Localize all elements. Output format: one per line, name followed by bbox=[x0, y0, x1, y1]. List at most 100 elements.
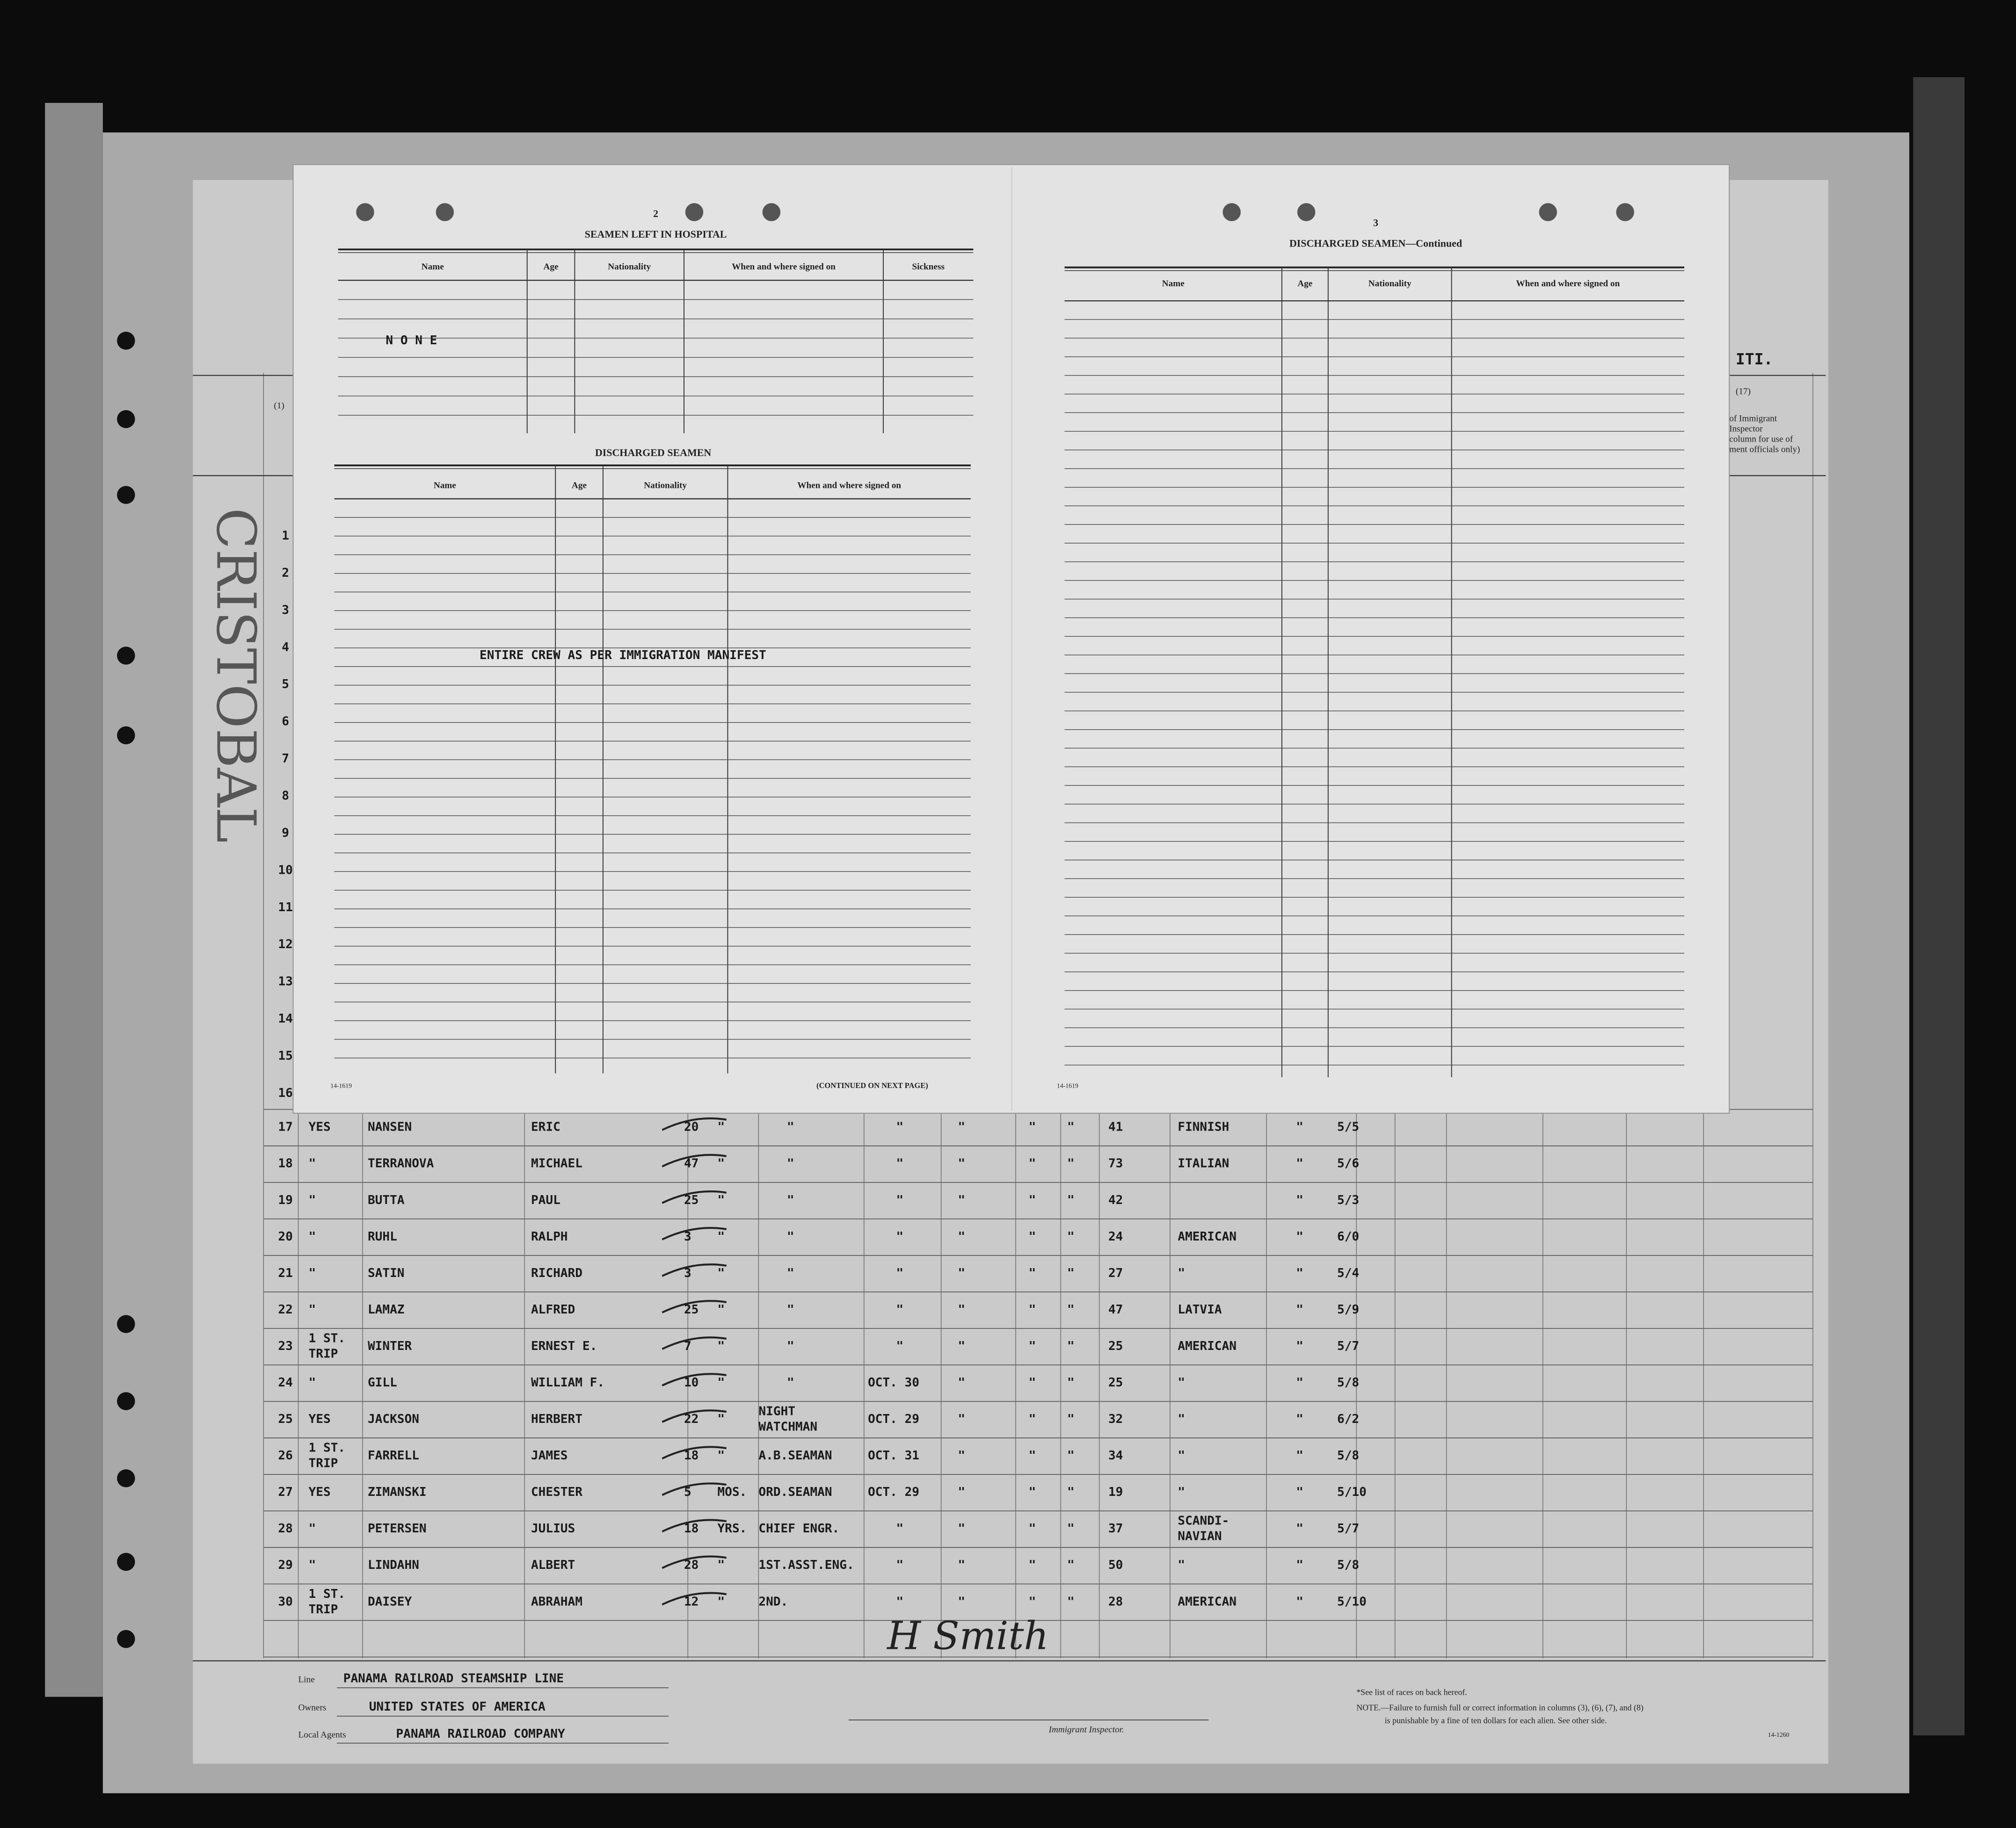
cell: " bbox=[1028, 1266, 1036, 1280]
row-number: 11 bbox=[278, 900, 292, 914]
cell: 73 bbox=[1108, 1157, 1123, 1171]
cell: " bbox=[896, 1339, 903, 1353]
cell: " bbox=[1296, 1339, 1303, 1353]
check-mark bbox=[662, 1446, 727, 1459]
cell: 29 bbox=[278, 1558, 292, 1572]
cell: " bbox=[717, 1266, 725, 1280]
row-number: 9 bbox=[282, 826, 289, 840]
cell: " bbox=[896, 1120, 903, 1134]
cell: 12 bbox=[684, 1595, 699, 1609]
cell: " bbox=[1028, 1558, 1036, 1572]
punch-hole bbox=[117, 410, 135, 428]
page-number: 3 bbox=[1373, 217, 1378, 228]
section-title: SEAMEN LEFT IN HOSPITAL bbox=[585, 228, 727, 240]
cell: 21 bbox=[278, 1266, 292, 1280]
cell: 5/4 bbox=[1337, 1266, 1359, 1280]
cell: " bbox=[717, 1230, 725, 1244]
cell: " bbox=[717, 1449, 725, 1463]
section-title: DISCHARGED SEAMEN bbox=[595, 447, 712, 458]
cell: " bbox=[896, 1193, 903, 1207]
cell: 1 ST. bbox=[309, 1331, 346, 1345]
punch-hole bbox=[762, 203, 781, 221]
port-fragment: ITI. bbox=[1736, 350, 1773, 368]
binder-edge bbox=[1913, 77, 1965, 1736]
cell: " bbox=[896, 1266, 903, 1280]
cell: " bbox=[1296, 1412, 1303, 1426]
cell: " bbox=[1296, 1595, 1303, 1609]
row-number: 10 bbox=[278, 863, 292, 877]
cell: 1 ST. bbox=[309, 1587, 346, 1601]
column-header: Name bbox=[422, 262, 444, 272]
cell: ERIC bbox=[531, 1120, 560, 1134]
cell: 5/6 bbox=[1337, 1157, 1359, 1171]
inspector-label: Immigrant Inspector. bbox=[1048, 1725, 1124, 1734]
cell: ZIMANSKI bbox=[368, 1485, 427, 1499]
cell: LINDAHN bbox=[368, 1558, 419, 1572]
cell: 17 bbox=[278, 1120, 292, 1134]
cell: RUHL bbox=[368, 1230, 397, 1244]
cell: " bbox=[1067, 1230, 1075, 1244]
footer-label: Line bbox=[298, 1675, 315, 1684]
cell: " bbox=[1028, 1193, 1036, 1207]
cell: BUTTA bbox=[368, 1193, 405, 1207]
punch-hole bbox=[117, 486, 135, 504]
cell: 47 bbox=[1108, 1303, 1123, 1317]
cell: TERRANOVA bbox=[368, 1157, 434, 1171]
cell: ITALIAN bbox=[1178, 1157, 1229, 1171]
cell: " bbox=[717, 1120, 725, 1134]
form-sheet bbox=[292, 164, 1730, 1114]
cell: 27 bbox=[1108, 1266, 1123, 1280]
cell: 5/3 bbox=[1337, 1193, 1359, 1207]
cell: " bbox=[787, 1120, 794, 1134]
column-header: Name bbox=[1162, 279, 1185, 289]
cell: " bbox=[1028, 1522, 1036, 1536]
cell: AMERICAN bbox=[1178, 1339, 1237, 1353]
cell: LAMAZ bbox=[368, 1303, 405, 1317]
cell: " bbox=[1296, 1485, 1303, 1499]
cell: " bbox=[309, 1266, 316, 1280]
punch-hole bbox=[117, 1469, 135, 1487]
column-header: When and where signed on bbox=[732, 262, 836, 272]
cell: " bbox=[1028, 1412, 1036, 1426]
cell: DAISEY bbox=[368, 1595, 412, 1609]
row-number: 7 bbox=[282, 752, 289, 766]
cell: " bbox=[896, 1558, 903, 1572]
form-number: 14-1260 bbox=[1768, 1731, 1790, 1738]
cell: " bbox=[787, 1230, 794, 1244]
cell: " bbox=[958, 1376, 965, 1390]
cell: " bbox=[1028, 1449, 1036, 1463]
punch-hole bbox=[1297, 203, 1316, 221]
cell: 41 bbox=[1108, 1120, 1123, 1134]
cell: " bbox=[896, 1522, 903, 1536]
cell: LATVIA bbox=[1178, 1303, 1222, 1317]
cell: " bbox=[896, 1303, 903, 1317]
cell: GILL bbox=[368, 1376, 397, 1390]
cell: 25 bbox=[278, 1412, 292, 1426]
punch-hole bbox=[117, 646, 135, 665]
row-number: 15 bbox=[278, 1049, 292, 1063]
cell: OCT. 31 bbox=[868, 1449, 919, 1463]
column-header: Nationality bbox=[608, 262, 651, 272]
punch-hole bbox=[117, 1552, 135, 1571]
cell: 34 bbox=[1108, 1449, 1123, 1463]
punch-hole bbox=[117, 726, 135, 745]
cell: OCT. 30 bbox=[868, 1376, 919, 1390]
cell: 5/8 bbox=[1337, 1558, 1359, 1572]
column-header: Sickness bbox=[912, 262, 945, 272]
cell: YRS. bbox=[717, 1522, 747, 1536]
cell: 19 bbox=[1108, 1485, 1123, 1499]
cell: 3 bbox=[684, 1230, 691, 1244]
check-mark bbox=[662, 1555, 727, 1569]
cell: " bbox=[958, 1595, 965, 1609]
cell: 7 bbox=[684, 1339, 691, 1353]
cell: NAVIAN bbox=[1178, 1530, 1222, 1544]
punch-hole bbox=[117, 1630, 135, 1648]
cell: 24 bbox=[1108, 1230, 1123, 1244]
note: ENTIRE CREW AS PER IMMIGRATION MANIFEST bbox=[480, 648, 766, 662]
column-header: Age bbox=[572, 480, 587, 490]
page-number: 2 bbox=[653, 208, 658, 219]
column-header: column for use of bbox=[1729, 434, 1793, 444]
cell: " bbox=[787, 1157, 794, 1171]
cell: 27 bbox=[278, 1485, 292, 1499]
cell: " bbox=[1296, 1376, 1303, 1390]
